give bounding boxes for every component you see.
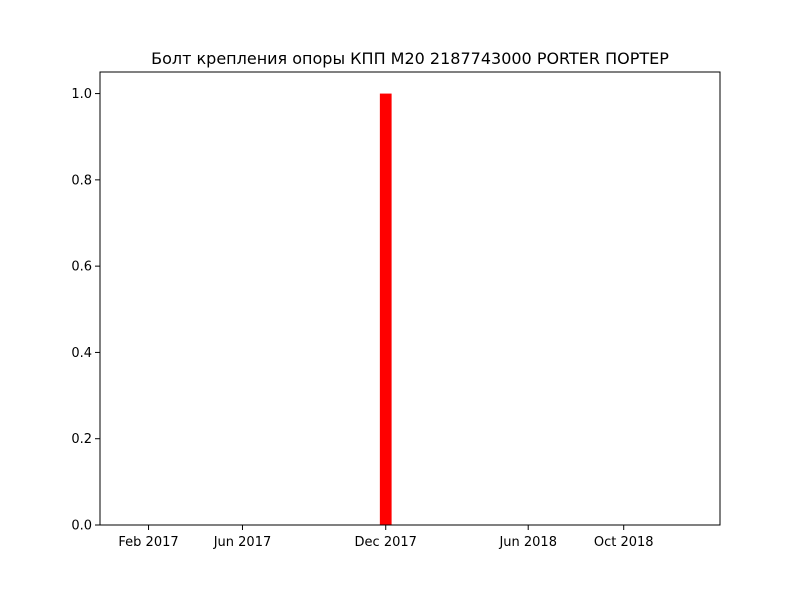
y-tick-label: 0.8 — [71, 173, 92, 188]
bar-0 — [379, 93, 392, 526]
y-tick-label: 0.6 — [71, 260, 92, 275]
x-axis: Feb 2017 Jun 2017 Dec 2017 Jun 2018 Oct 2018 — [118, 525, 654, 550]
x-tick-label: Feb 2017 — [118, 535, 178, 550]
x-tick-label: Jun 2018 — [498, 535, 557, 550]
bars-group — [379, 93, 392, 526]
y-axis: 0.0 0.2 0.4 0.6 0.8 1.0 — [71, 87, 100, 534]
plot-frame — [99, 71, 721, 526]
y-tick-label: 0.0 — [71, 519, 92, 534]
y-tick-label: 0.2 — [71, 432, 92, 447]
chart-title: Болт крепления опоры КПП M20 2187743000 … — [151, 49, 669, 68]
x-tick-label: Oct 2018 — [594, 535, 654, 550]
x-tick-label: Dec 2017 — [355, 535, 417, 550]
y-tick-label: 0.4 — [71, 346, 92, 361]
y-tick-label: 1.0 — [71, 87, 92, 102]
x-tick-label: Jun 2017 — [213, 535, 272, 550]
